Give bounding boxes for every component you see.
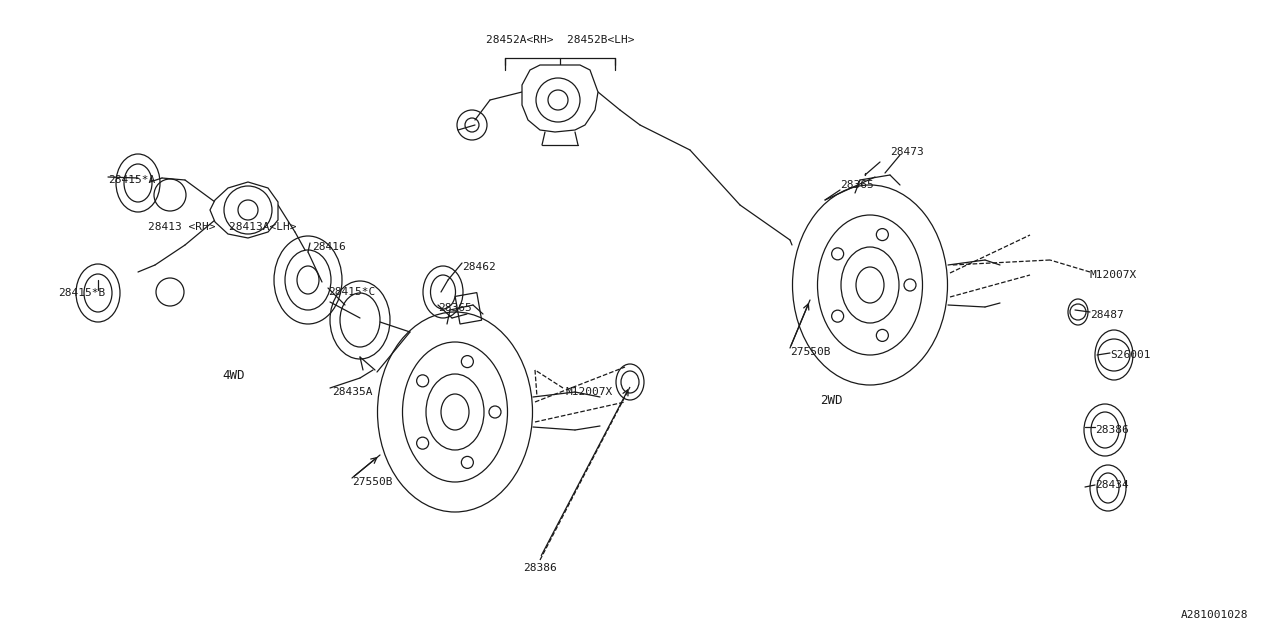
Text: 28452A<RH>  28452B<LH>: 28452A<RH> 28452B<LH> — [485, 35, 635, 45]
Text: 28416: 28416 — [312, 242, 346, 252]
Text: 27550B: 27550B — [352, 477, 393, 487]
Text: 28365: 28365 — [840, 180, 874, 190]
Text: 28434: 28434 — [1094, 480, 1129, 490]
Text: 28487: 28487 — [1091, 310, 1124, 320]
Bar — [456, 292, 481, 324]
Text: 28415*C: 28415*C — [328, 287, 375, 297]
Text: 4WD: 4WD — [221, 369, 244, 381]
Text: 2WD: 2WD — [820, 394, 842, 406]
Text: 28413 <RH>  28413A<LH>: 28413 <RH> 28413A<LH> — [148, 222, 297, 232]
Text: 28462: 28462 — [462, 262, 495, 272]
Text: 27550B: 27550B — [790, 347, 831, 357]
Text: 28365: 28365 — [438, 303, 472, 313]
Text: 28435A: 28435A — [332, 387, 372, 397]
Text: M12007X: M12007X — [564, 387, 612, 397]
Text: S26001: S26001 — [1110, 350, 1151, 360]
Text: 28386: 28386 — [524, 563, 557, 573]
Polygon shape — [210, 182, 278, 238]
Text: 28386: 28386 — [1094, 425, 1129, 435]
Text: M12007X: M12007X — [1091, 270, 1137, 280]
Text: 28415*B: 28415*B — [58, 288, 105, 298]
Text: A281001028: A281001028 — [1180, 610, 1248, 620]
Polygon shape — [522, 65, 598, 132]
Text: 28415*A: 28415*A — [108, 175, 155, 185]
Text: 28473: 28473 — [890, 147, 924, 157]
